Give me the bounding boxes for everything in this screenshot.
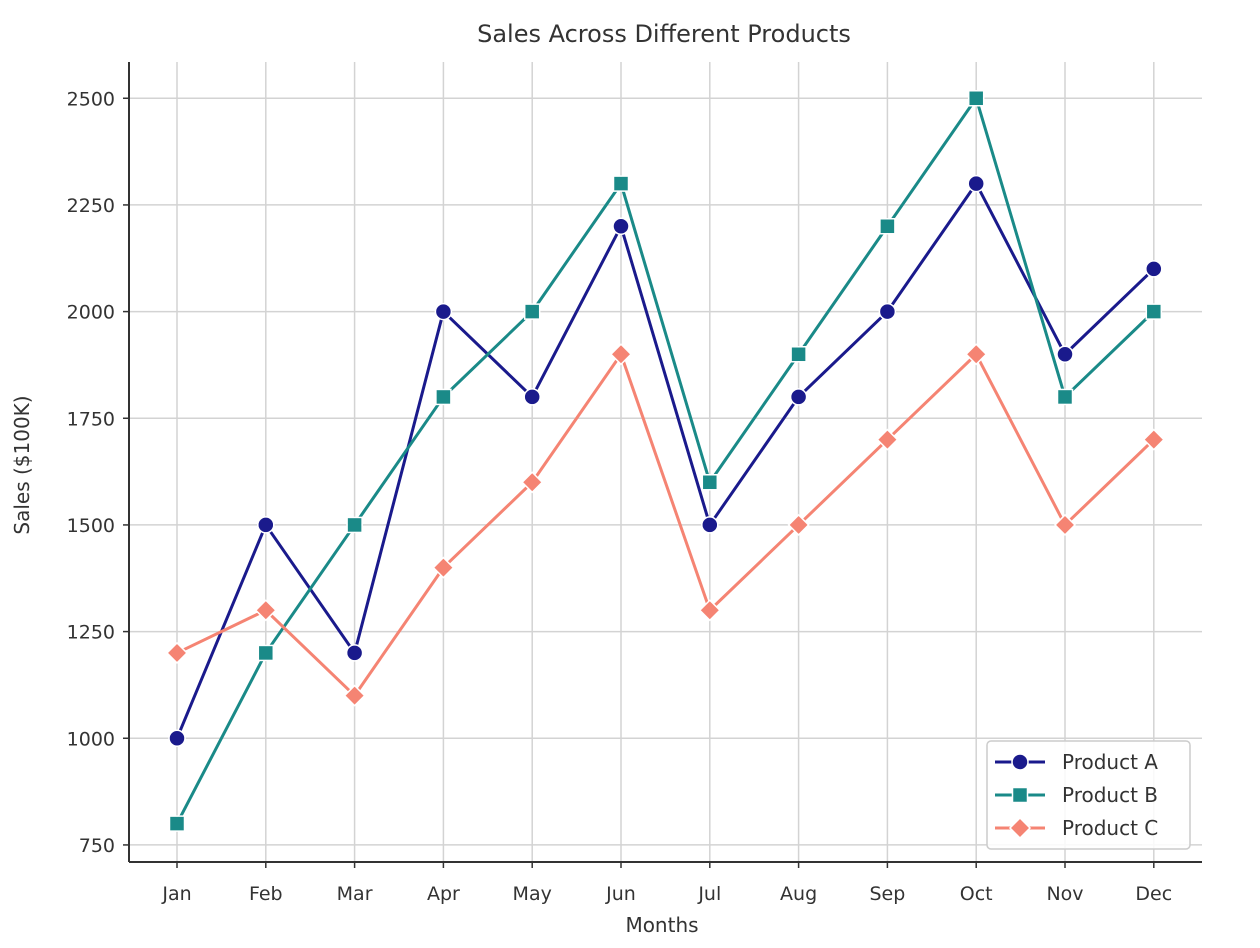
data-point bbox=[435, 388, 452, 406]
data-point bbox=[1145, 303, 1163, 320]
data-point bbox=[967, 174, 985, 193]
series-product-b bbox=[168, 90, 1163, 832]
data-point bbox=[165, 641, 189, 664]
y-tick-label: 2250 bbox=[67, 195, 115, 217]
data-point bbox=[876, 428, 899, 451]
series-line bbox=[175, 96, 1155, 825]
legend-item: Product A bbox=[995, 750, 1158, 774]
y-tick-label: 1750 bbox=[67, 408, 115, 430]
data-point bbox=[701, 516, 719, 534]
legend-label: Product C bbox=[1062, 816, 1158, 840]
x-tick-label: Nov bbox=[1046, 883, 1083, 905]
data-point bbox=[432, 556, 455, 579]
series-line bbox=[176, 352, 1155, 698]
data-point bbox=[1053, 513, 1077, 536]
y-tick-label: 1000 bbox=[67, 728, 115, 750]
data-point bbox=[521, 471, 544, 494]
y-tick-label: 1500 bbox=[67, 515, 115, 537]
data-point bbox=[345, 644, 364, 662]
y-tick-label: 750 bbox=[79, 835, 115, 857]
x-tick-label: Sep bbox=[869, 883, 905, 905]
data-point bbox=[790, 346, 807, 363]
data-point bbox=[257, 516, 275, 534]
x-tick-label: Dec bbox=[1135, 883, 1172, 905]
x-tick-label: Jul bbox=[697, 883, 721, 905]
data-point bbox=[343, 684, 366, 707]
data-point bbox=[789, 388, 808, 406]
series-product-c bbox=[165, 343, 1165, 707]
series-line bbox=[175, 182, 1155, 739]
data-point bbox=[1056, 345, 1074, 364]
x-tick-label: Aug bbox=[780, 883, 817, 905]
legend-item: Product C bbox=[995, 816, 1158, 840]
x-tick-label: Jun bbox=[605, 883, 636, 905]
x-tick-label: Oct bbox=[960, 883, 993, 905]
data-point bbox=[878, 302, 897, 321]
axes bbox=[123, 62, 1202, 868]
data-point bbox=[168, 729, 186, 748]
data-point bbox=[787, 513, 810, 536]
x-axis-title: Months bbox=[625, 913, 698, 937]
data-point bbox=[879, 218, 896, 235]
legend-marker bbox=[1008, 816, 1032, 840]
data-point bbox=[612, 217, 630, 236]
data-point bbox=[1056, 388, 1074, 406]
x-tick-label: May bbox=[513, 883, 552, 905]
series-product-a bbox=[168, 174, 1163, 748]
data-point bbox=[698, 599, 721, 622]
chart-title: Sales Across Different Products bbox=[477, 20, 851, 48]
y-axis-title: Sales ($100K) bbox=[10, 395, 34, 534]
data-point bbox=[523, 303, 541, 320]
tick-labels: Jan Feb Mar Apr May Jun Jul Aug Sep Oct Nov Dec 750 1… bbox=[67, 88, 1173, 905]
data-point bbox=[701, 474, 719, 491]
series-layer bbox=[165, 90, 1165, 832]
grid bbox=[129, 62, 1202, 862]
data-point bbox=[257, 644, 275, 662]
data-point bbox=[434, 302, 453, 321]
data-point bbox=[1145, 260, 1163, 278]
x-tick-label: Apr bbox=[427, 883, 460, 905]
legend: Product A Product B Product C bbox=[986, 740, 1191, 850]
legend-marker bbox=[1011, 753, 1029, 771]
legend-box bbox=[986, 740, 1191, 850]
data-point bbox=[346, 516, 363, 534]
x-tick-label: Mar bbox=[337, 883, 373, 905]
legend-marker bbox=[1011, 786, 1029, 804]
data-point bbox=[965, 343, 988, 366]
data-point bbox=[523, 388, 541, 406]
x-tick-label: Jan bbox=[161, 883, 191, 905]
data-point bbox=[967, 90, 985, 107]
y-tick-label: 2000 bbox=[67, 302, 115, 324]
y-tick-label: 1250 bbox=[67, 622, 115, 644]
y-tick-label: 2500 bbox=[67, 88, 115, 110]
data-point bbox=[612, 175, 630, 192]
data-point bbox=[168, 815, 186, 832]
data-point bbox=[1142, 428, 1165, 451]
data-point bbox=[254, 599, 277, 622]
legend-label: Product B bbox=[1062, 783, 1158, 807]
x-tick-label: Feb bbox=[249, 883, 283, 905]
data-point bbox=[609, 343, 633, 366]
legend-item: Product B bbox=[995, 783, 1158, 807]
legend-label: Product A bbox=[1062, 750, 1158, 774]
